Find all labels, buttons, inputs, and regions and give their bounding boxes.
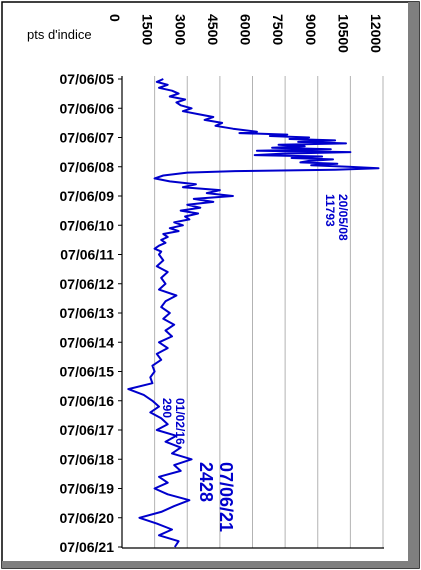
- x-tick-label: 07/06/21: [60, 539, 115, 555]
- x-tick-label: 07/06/15: [60, 364, 115, 380]
- x-tick-label: 07/06/09: [60, 188, 115, 204]
- annotation-value: 11793: [323, 194, 337, 227]
- x-tick-label: 07/06/06: [60, 100, 115, 116]
- annotation-date: 20/05/08: [336, 194, 350, 241]
- y-tick-label: 1500: [140, 14, 156, 45]
- y-tick-label: 7500: [270, 14, 286, 45]
- x-tick-label: 07/06/07: [60, 130, 115, 146]
- y-tick-label: 6000: [238, 14, 254, 45]
- grid-lines: [154, 76, 384, 548]
- annotation-date: 07/06/21: [216, 462, 236, 532]
- index-series-line: [127, 78, 380, 548]
- y-tick-label: 3000: [172, 14, 188, 45]
- x-tick-label: 07/06/19: [60, 481, 115, 497]
- y-tick-label: 9000: [303, 14, 319, 45]
- annotation-value: 2428: [196, 462, 216, 502]
- annotation-date: 01/02/16: [173, 398, 187, 445]
- x-tick-label: 07/06/20: [60, 510, 115, 526]
- x-tick-label: 07/06/16: [60, 393, 115, 409]
- x-tick-label: 07/06/14: [60, 334, 115, 350]
- x-tick-label: 07/06/10: [60, 217, 115, 233]
- x-tick-label: 07/06/12: [60, 276, 115, 292]
- unit-label: pts d'indice: [27, 27, 92, 42]
- y-tick-label: 12000: [368, 14, 384, 53]
- x-tick-label: 07/06/18: [60, 451, 115, 467]
- y-tick-label: 0: [107, 14, 123, 22]
- x-tick-label: 07/06/17: [60, 422, 115, 438]
- right-shadow: [408, 2, 419, 568]
- x-tick-label: 07/06/05: [60, 71, 115, 87]
- x-tick-label: 07/06/11: [60, 247, 114, 263]
- x-tick-labels: 07/06/05 07/06/06 07/06/07 07/06/08 07/06/09…: [60, 71, 122, 555]
- x-tick-label: 07/06/08: [60, 159, 115, 175]
- y-tick-labels: 0 1500 3000 4500 6000 7500 9000 10500 12000: [107, 14, 384, 53]
- y-tick-label: 4500: [205, 14, 221, 45]
- x-tick-label: 07/06/13: [60, 305, 115, 321]
- bottom-shadow: [2, 561, 419, 568]
- y-tick-label: 10500: [335, 14, 351, 53]
- annotation-value: 290: [160, 398, 174, 418]
